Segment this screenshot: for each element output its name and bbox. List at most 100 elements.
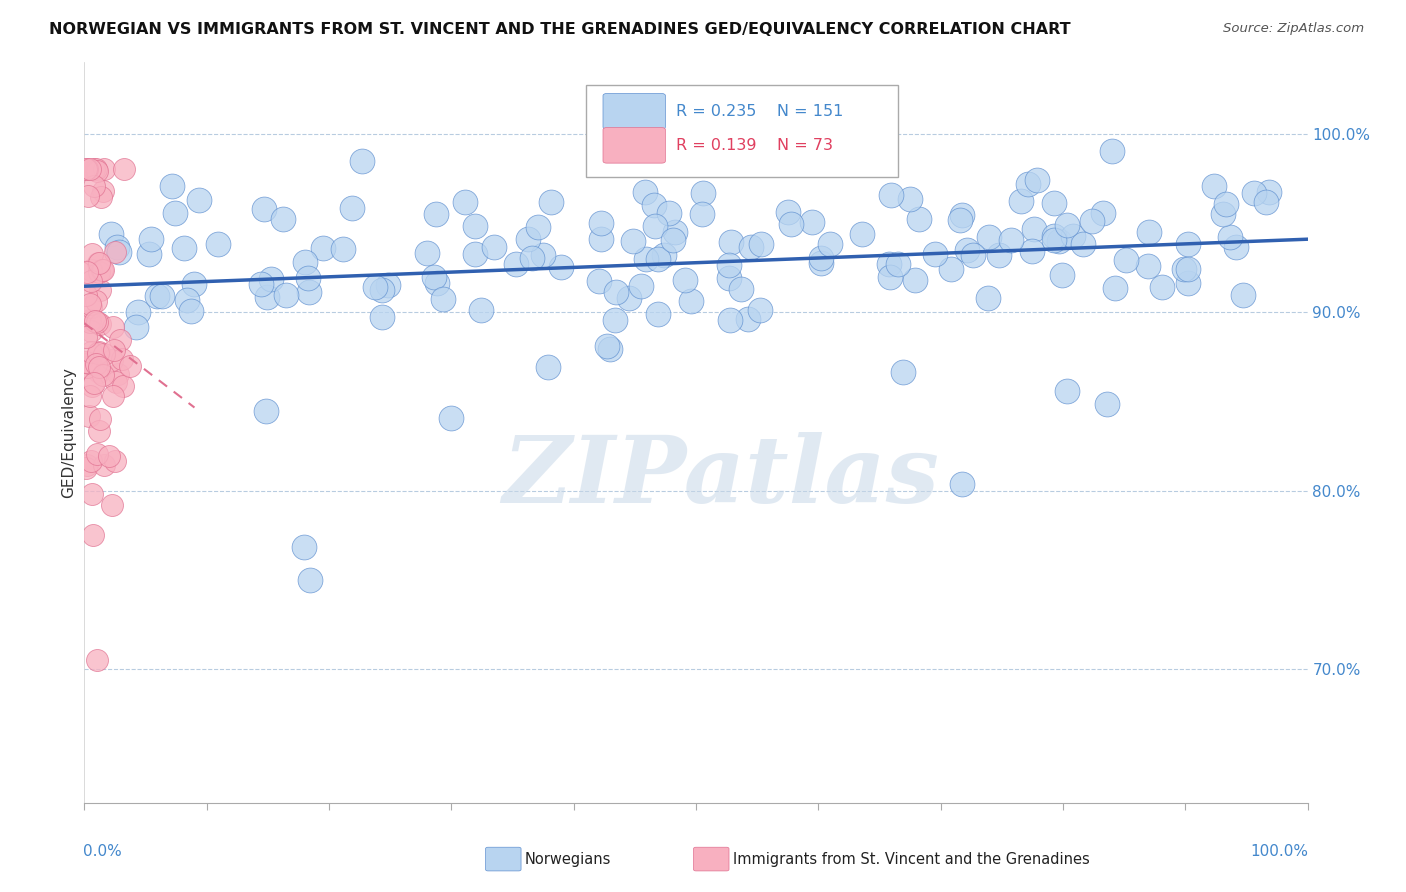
Point [591,232,613,246]
Point [80,247,103,261]
Point [76,265,98,279]
Point [605,285,627,299]
Point [79,312,101,326]
Point [1136,259,1159,273]
Point [851,227,873,241]
Point [531,248,554,262]
Point [748,302,770,317]
Point [183,277,205,292]
Point [904,273,927,287]
Point [599,342,621,356]
Point [79,274,101,288]
Point [76,359,98,374]
Point [77,188,100,202]
Point [332,243,354,257]
Point [107,368,129,382]
Point [416,246,439,260]
Point [423,270,446,285]
Point [588,274,610,288]
Point [1177,276,1199,290]
Point [260,272,283,286]
Point [516,232,538,246]
Point [89,411,111,425]
Point [276,287,298,301]
Point [75,461,97,475]
Point [139,232,162,246]
Point [950,208,973,222]
Point [80,487,103,501]
Point [482,240,505,254]
Point [79,324,101,338]
Point [1150,280,1173,294]
Point [112,162,135,177]
Point [83,162,105,177]
Point [138,247,160,261]
Point [105,375,128,389]
Point [150,288,173,302]
Point [737,311,759,326]
Point [454,194,477,209]
Point [112,379,135,393]
Point [79,315,101,329]
Point [898,192,921,206]
Point [1071,237,1094,252]
Point [91,263,114,277]
Point [1010,194,1032,208]
Point [673,273,696,287]
Point [810,252,832,266]
Point [681,293,703,308]
Point [371,283,394,297]
Point [464,246,486,260]
Point [464,219,486,233]
Point [1047,234,1070,248]
Point [1254,194,1277,209]
FancyBboxPatch shape [586,85,898,178]
Point [647,307,669,321]
Point [80,345,103,359]
Point [89,345,111,359]
Point [810,256,832,270]
Point [273,212,295,227]
Point [617,291,640,305]
Point [1177,237,1199,252]
Point [692,186,714,200]
Point [89,256,111,270]
Point [1104,281,1126,295]
Point [86,164,108,178]
Point [101,353,124,368]
Point [880,188,903,202]
Point [89,424,111,438]
Point [207,237,229,252]
FancyBboxPatch shape [603,128,665,163]
Point [550,260,572,274]
Point [254,403,277,417]
Point [891,365,914,379]
Point [426,276,449,290]
Point [298,573,321,587]
Point [1097,397,1119,411]
Point [77,356,100,370]
Point [91,184,114,198]
Point [522,252,544,266]
Point [962,248,984,262]
Point [89,265,111,279]
Point [879,269,901,284]
Point [294,254,316,268]
Text: Immigrants from St. Vincent and the Grenadines: Immigrants from St. Vincent and the Gren… [733,852,1090,866]
Point [80,379,103,393]
Point [256,290,278,304]
Point [100,227,122,242]
Point [643,197,665,211]
Point [79,263,101,277]
Point [118,359,141,373]
Point [527,220,550,235]
Point [86,256,108,270]
Point [163,206,186,220]
Point [1081,213,1104,227]
Point [652,247,675,261]
Point [298,285,321,300]
Point [83,314,105,328]
Point [1000,233,1022,247]
Point [658,206,681,220]
Point [146,289,169,303]
